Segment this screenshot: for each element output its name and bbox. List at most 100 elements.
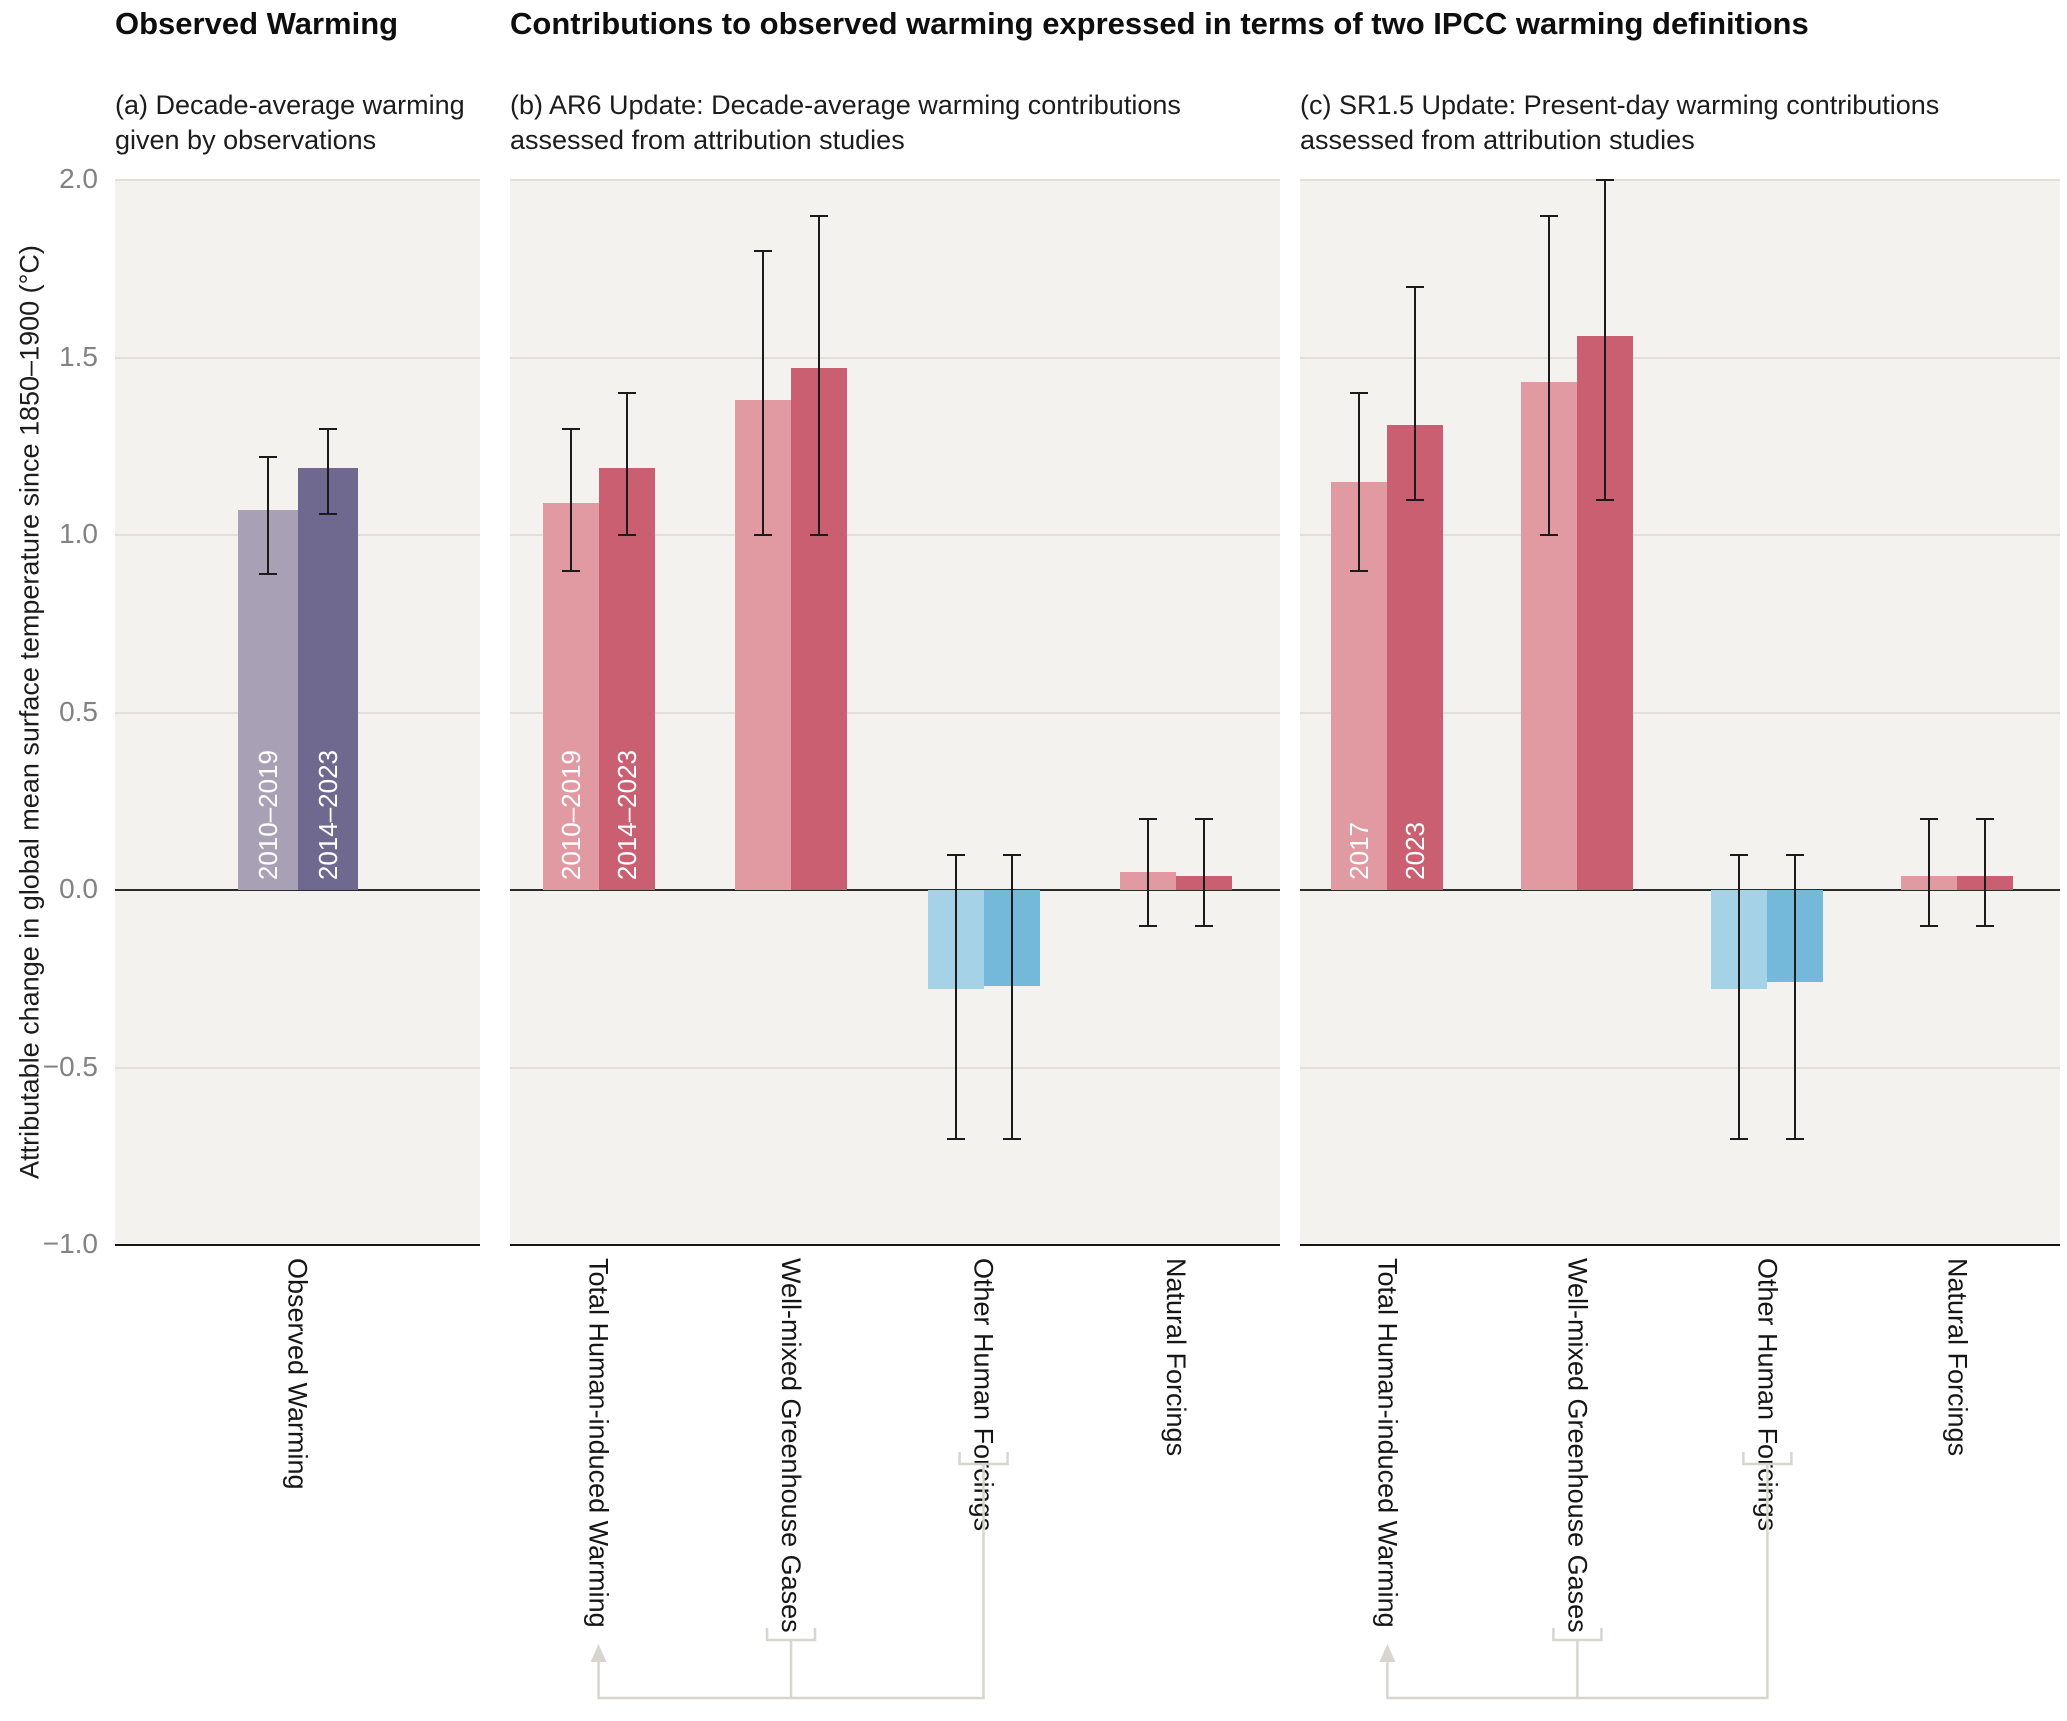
error-bar [266,456,269,575]
category-label: Well-mixed Greenhouse Gases [1562,1258,1593,1633]
error-bar [1738,854,1741,1139]
bar-period-label: 2017 [1344,822,1375,880]
error-bar-cap [318,512,337,515]
gridline [1300,356,2060,359]
bar-c-total-human-induced-warming-2023 [1387,424,1444,890]
panel-a-subtitle: (a) Decade-average warming given by obse… [115,90,465,156]
sum-annotation-arrow-icon [590,1644,607,1662]
error-bar [1928,819,1931,926]
error-bar [1147,819,1150,926]
gridline [1300,711,2060,714]
error-bar-cap [1406,285,1425,288]
error-bar-cap [946,1137,965,1140]
y-tick-label: 0.0 [59,873,98,904]
right-title: Contributions to observed warming expres… [510,6,1809,41]
gridline [510,534,1280,536]
error-bar-cap [1195,924,1214,927]
error-bar [569,428,572,571]
y-tick-label: 1.5 [59,340,98,372]
category-label: Total Human-induced Warming [583,1258,614,1628]
error-bar [1010,854,1013,1139]
sum-annotation-arrow-icon [1379,1644,1396,1662]
error-bar-cap [810,534,829,536]
panel-b-subtitle: (b) AR6 Update: Decade-average warming c… [510,90,1181,156]
gridline [510,711,1280,714]
y-tick-label: −1.0 [42,1228,98,1259]
error-bar [326,428,329,514]
error-bar-cap [1976,924,1995,927]
bar-period-label: 2014–2023 [611,749,642,880]
gridline [1300,1066,2060,1069]
gridline [115,179,480,181]
error-bar-cap [1920,818,1939,820]
error-bar-cap [1596,498,1615,501]
bar-period-label: 2010–2019 [555,749,586,880]
bar-b-total-human-induced-warming-2014–2023 [598,467,655,890]
error-bar [1358,393,1361,571]
error-bar [762,251,765,535]
zero-line [115,889,480,891]
error-bar-cap [1350,392,1369,394]
category-label: Total Human-induced Warming [1372,1258,1403,1628]
bar-period-label: 2010–2019 [252,749,283,880]
gridline [1300,179,2060,181]
error-bar-cap [946,853,965,856]
gridline [1300,534,2060,536]
gridline [115,356,480,359]
error-bar-cap [1406,498,1425,501]
category-label: Natural Forcings [1942,1258,1973,1457]
error-bar-cap [1002,853,1021,856]
panel-c-plot: 2017 2023 [1300,179,2060,1246]
zero-line [510,889,1280,891]
error-bar [1794,854,1797,1139]
category-label: Observed Warming [282,1258,313,1490]
gridline [115,1066,480,1069]
bar-a-observed-warming-2014–2023 [297,467,358,890]
category-label: Other Human Forcings [1752,1258,1783,1532]
error-bar [625,393,628,535]
panel-b-plot: 2010–2019 2014–2023 [510,179,1280,1246]
error-bar-cap [1195,818,1214,820]
error-bar-cap [561,427,580,430]
panel-a-plot: 2010–2019 2014–2023 [115,179,480,1246]
error-bar-cap [1139,924,1158,927]
error-bar [818,215,821,535]
y-tick-label: 1.0 [59,518,98,549]
category-label: Natural Forcings [1161,1258,1192,1457]
y-tick-label: 0.5 [59,695,98,727]
error-bar [1414,286,1417,500]
x-axis-line [115,1244,480,1246]
category-label: Well-mixed Greenhouse Gases [776,1258,807,1633]
error-bar-cap [1730,853,1749,856]
x-axis-line [1300,1244,2060,1246]
error-bar [1604,180,1607,500]
error-bar-cap [754,534,773,536]
y-tick-label: 2.0 [59,163,98,194]
error-bar [1203,819,1206,926]
gridline [510,179,1280,181]
error-bar-cap [1786,1137,1805,1140]
error-bar-cap [1350,569,1369,572]
left-title: Observed Warming [115,6,399,41]
category-label: Other Human Forcings [968,1258,999,1532]
error-bar-cap [1730,1137,1749,1140]
error-bar-cap [561,569,580,572]
error-bar-cap [617,392,636,394]
error-bar [1984,819,1987,926]
error-bar-cap [1786,853,1805,856]
x-axis-line [510,1244,1280,1246]
error-bar [1548,215,1551,535]
error-bar-cap [258,573,277,576]
gridline [510,1066,1280,1069]
error-bar-cap [1596,179,1615,181]
error-bar-cap [810,214,829,217]
zero-line [1300,889,2060,891]
error-bar-cap [1976,818,1995,820]
error-bar [954,854,957,1139]
gridline [510,356,1280,359]
bar-period-label: 2023 [1400,822,1431,880]
error-bar-cap [1002,1137,1021,1140]
error-bar-cap [1540,214,1559,217]
bar-period-label: 2014–2023 [312,749,343,880]
